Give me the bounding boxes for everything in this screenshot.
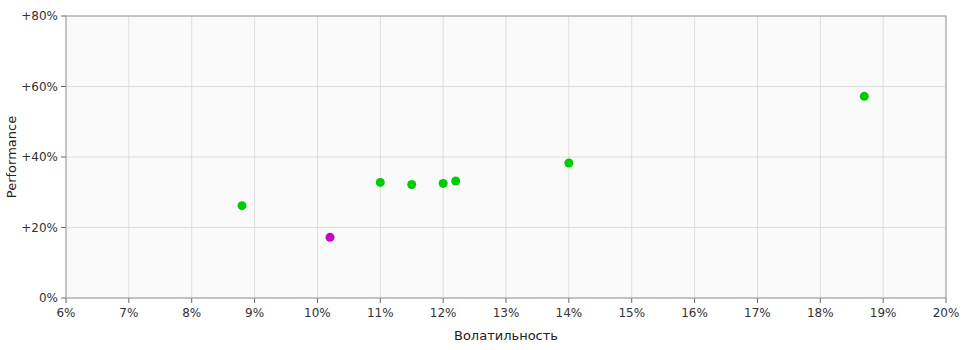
- tick-x: [380, 298, 381, 303]
- tick-label-y: +20%: [21, 221, 58, 235]
- tick-x: [883, 298, 884, 303]
- tick-x: [66, 298, 67, 303]
- tick-label-x: 17%: [744, 306, 771, 320]
- tick-y: [61, 16, 66, 17]
- tick-label-x: 12%: [430, 306, 457, 320]
- tick-label-y: +60%: [21, 80, 58, 94]
- tick-x: [694, 298, 695, 303]
- point: [376, 178, 385, 187]
- series: [326, 233, 335, 242]
- axes: 6% 7% 8% 9% 10% 11% 12% 13% 14% 15% 16% 17% 18% 19% 20…: [21, 9, 959, 320]
- tick-label-x: 6%: [56, 306, 75, 320]
- plot-background: [66, 16, 946, 298]
- tick-label-x: 16%: [681, 306, 708, 320]
- tick-x: [254, 298, 255, 303]
- tick-x: [443, 298, 444, 303]
- tick-x: [820, 298, 821, 303]
- tick-y: [61, 298, 66, 299]
- point: [407, 180, 416, 189]
- y-axis-label: Performance: [4, 116, 19, 198]
- tick-label-x: 9%: [245, 306, 264, 320]
- tick-label-x: 14%: [556, 306, 583, 320]
- point: [238, 201, 247, 210]
- tick-label-x: 7%: [119, 306, 138, 320]
- point: [564, 158, 573, 167]
- point: [451, 176, 460, 185]
- tick-label-x: 13%: [493, 306, 520, 320]
- grid: [66, 16, 946, 298]
- tick-x: [631, 298, 632, 303]
- tick-x: [506, 298, 507, 303]
- tick-y: [61, 86, 66, 87]
- x-axis-label: Волатильность: [454, 328, 558, 343]
- point: [326, 233, 335, 242]
- grid-line-y: [66, 227, 946, 228]
- plot-frame: [66, 16, 946, 298]
- tick-label-x: 10%: [304, 306, 331, 320]
- grid-line-y: [66, 157, 946, 158]
- tick-y: [61, 227, 66, 228]
- tick-x: [191, 298, 192, 303]
- point: [439, 179, 448, 188]
- chart: 6% 7% 8% 9% 10% 11% 12% 13% 14% 15% 16% 17% 18% 19% 20…: [0, 0, 966, 350]
- data-points: [238, 92, 869, 242]
- tick-y: [61, 157, 66, 158]
- tick-label-x: 18%: [807, 306, 834, 320]
- series: [238, 92, 869, 210]
- point: [860, 92, 869, 101]
- tick-label-y: +40%: [21, 150, 58, 164]
- tick-label-x: 15%: [618, 306, 645, 320]
- tick-x: [757, 298, 758, 303]
- chart-container: 6% 7% 8% 9% 10% 11% 12% 13% 14% 15% 16% 17% 18% 19% 20…: [0, 0, 966, 350]
- tick-label-y: 0%: [39, 291, 58, 305]
- tick-x: [946, 298, 947, 303]
- tick-label-y: +80%: [21, 9, 58, 23]
- tick-label-x: 11%: [367, 306, 394, 320]
- tick-label-x: 8%: [182, 306, 201, 320]
- tick-label-x: 19%: [870, 306, 897, 320]
- grid-line-y: [66, 86, 946, 87]
- tick-label-x: 20%: [933, 306, 960, 320]
- tick-x: [317, 298, 318, 303]
- tick-x: [568, 298, 569, 303]
- tick-x: [128, 298, 129, 303]
